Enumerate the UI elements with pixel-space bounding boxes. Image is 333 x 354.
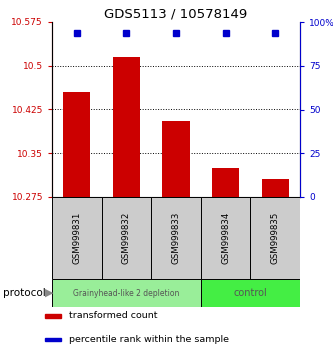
Bar <box>45 338 61 341</box>
Text: transformed count: transformed count <box>69 312 157 320</box>
Text: GSM999831: GSM999831 <box>72 212 81 264</box>
Bar <box>45 314 61 318</box>
Bar <box>52 197 102 279</box>
Text: protocol: protocol <box>3 288 46 298</box>
Bar <box>201 197 250 279</box>
Text: GSM999832: GSM999832 <box>122 212 131 264</box>
Text: GSM999835: GSM999835 <box>271 212 280 264</box>
Bar <box>201 279 300 307</box>
Bar <box>163 121 189 197</box>
Bar <box>151 197 201 279</box>
Bar <box>113 57 140 197</box>
Text: GSM999833: GSM999833 <box>171 212 180 264</box>
Bar <box>102 197 151 279</box>
Bar <box>250 197 300 279</box>
Text: control: control <box>233 288 267 298</box>
Bar <box>261 179 289 197</box>
Text: Grainyhead-like 2 depletion: Grainyhead-like 2 depletion <box>73 289 179 297</box>
Text: percentile rank within the sample: percentile rank within the sample <box>69 335 229 344</box>
Title: GDS5113 / 10578149: GDS5113 / 10578149 <box>104 8 248 21</box>
Text: GSM999834: GSM999834 <box>221 212 230 264</box>
Text: ▶: ▶ <box>45 288 54 298</box>
Bar <box>63 92 91 197</box>
Bar <box>212 168 239 197</box>
Bar <box>52 279 201 307</box>
